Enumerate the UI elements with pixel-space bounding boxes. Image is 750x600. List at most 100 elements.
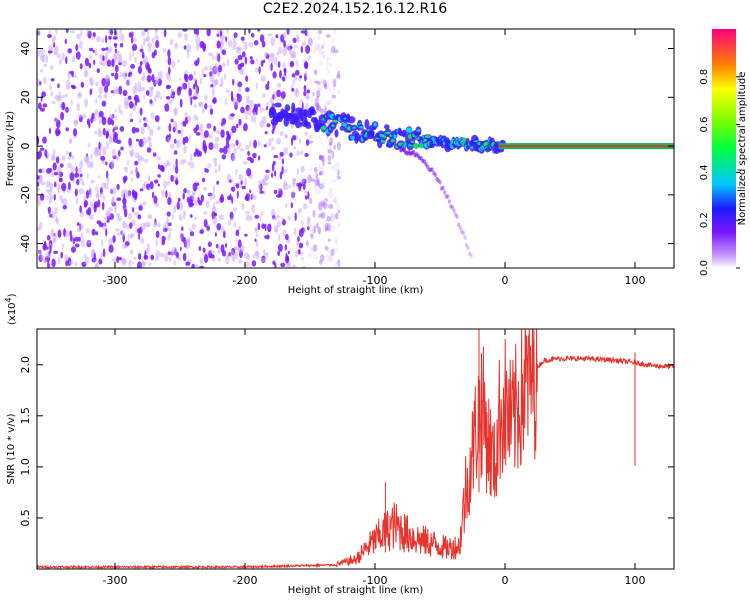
noise-speck bbox=[240, 36, 245, 41]
noise-speck bbox=[47, 50, 53, 54]
noise-speck bbox=[225, 142, 230, 149]
noise-speck bbox=[267, 33, 273, 37]
signal-core bbox=[408, 144, 413, 147]
noise-speck bbox=[150, 254, 155, 261]
noise-speck bbox=[53, 193, 56, 201]
noise-speck bbox=[155, 40, 160, 49]
noise-speck bbox=[157, 222, 161, 228]
noise-speck bbox=[212, 55, 215, 61]
noise-speck bbox=[294, 212, 297, 221]
noise-speck bbox=[232, 37, 236, 43]
noise-speck bbox=[101, 201, 105, 211]
noise-speck bbox=[225, 243, 228, 248]
noise-speck bbox=[39, 69, 44, 73]
noise-speck bbox=[332, 45, 337, 51]
noise-speck bbox=[214, 142, 219, 149]
noise-speck bbox=[55, 156, 60, 164]
noise-speck bbox=[228, 134, 231, 141]
noise-speck bbox=[206, 29, 211, 37]
noise-speck bbox=[213, 157, 216, 163]
y-tick-label: 0 bbox=[19, 143, 32, 150]
noise-speck bbox=[117, 150, 121, 157]
noise-speck bbox=[51, 258, 56, 268]
y-multiplier-label: (x104) bbox=[4, 293, 18, 325]
branch-blob bbox=[455, 214, 459, 220]
branch-blob bbox=[440, 186, 444, 191]
noise-speck bbox=[319, 155, 325, 159]
noise-speck bbox=[305, 44, 311, 54]
noise-speck bbox=[173, 205, 177, 214]
noise-speck bbox=[308, 167, 312, 172]
noise-speck bbox=[179, 98, 183, 108]
noise-speck bbox=[177, 32, 183, 38]
noise-speck bbox=[303, 190, 309, 194]
noise-speck bbox=[93, 59, 96, 65]
noise-speck bbox=[138, 118, 142, 124]
noise-speck bbox=[163, 29, 167, 38]
noise-speck bbox=[315, 102, 320, 111]
noise-speck bbox=[87, 142, 91, 148]
noise-speck bbox=[159, 96, 163, 100]
noise-speck bbox=[249, 215, 253, 222]
noise-speck bbox=[103, 93, 108, 99]
signal-blob bbox=[368, 129, 375, 138]
noise-speck bbox=[194, 79, 198, 88]
noise-speck bbox=[328, 148, 332, 156]
noise-speck bbox=[100, 182, 107, 188]
noise-speck bbox=[205, 200, 210, 208]
noise-speck bbox=[170, 118, 174, 123]
colorbar-tick-label: 0.6 bbox=[699, 117, 710, 133]
noise-speck bbox=[188, 87, 192, 97]
noise-speck bbox=[67, 162, 72, 169]
noise-speck bbox=[154, 29, 158, 32]
noise-speck bbox=[38, 168, 43, 174]
noise-speck bbox=[329, 213, 335, 218]
noise-speck bbox=[154, 95, 157, 102]
noise-speck bbox=[83, 196, 88, 202]
noise-speck bbox=[65, 29, 69, 34]
noise-speck bbox=[278, 46, 283, 54]
noise-speck bbox=[318, 227, 321, 237]
noise-speck bbox=[80, 29, 83, 37]
noise-speck bbox=[291, 190, 295, 199]
noise-speck bbox=[139, 107, 143, 116]
noise-speck bbox=[118, 104, 121, 113]
noise-speck bbox=[330, 204, 334, 210]
noise-speck bbox=[171, 91, 176, 96]
noise-speck bbox=[187, 81, 190, 90]
noise-speck bbox=[214, 137, 220, 142]
noise-speck bbox=[213, 202, 216, 211]
noise-speck bbox=[190, 214, 193, 218]
noise-speck bbox=[304, 131, 308, 137]
signal-core bbox=[384, 131, 392, 134]
noise-speck bbox=[303, 203, 308, 210]
noise-speck bbox=[183, 145, 187, 155]
noise-speck bbox=[39, 48, 45, 54]
noise-speck bbox=[115, 29, 118, 33]
noise-speck bbox=[227, 219, 232, 226]
noise-speck bbox=[200, 194, 205, 202]
noise-speck bbox=[91, 228, 96, 236]
noise-speck bbox=[316, 29, 322, 36]
snr-frame bbox=[36, 328, 675, 570]
noise-speck bbox=[70, 84, 75, 88]
branch-blob bbox=[435, 176, 439, 181]
noise-speck bbox=[81, 182, 86, 187]
noise-speck bbox=[295, 89, 298, 94]
noise-speck bbox=[103, 195, 106, 202]
x-tick-label: -100 bbox=[363, 274, 388, 287]
noise-speck bbox=[109, 135, 112, 145]
noise-speck bbox=[240, 106, 245, 114]
noise-speck bbox=[123, 175, 128, 182]
noise-speck bbox=[161, 189, 165, 198]
noise-speck bbox=[237, 81, 243, 88]
noise-speck bbox=[86, 239, 92, 245]
noise-speck bbox=[61, 102, 66, 111]
noise-speck bbox=[322, 54, 326, 61]
noise-speck bbox=[276, 215, 281, 219]
noise-speck bbox=[42, 103, 48, 108]
noise-speck bbox=[299, 138, 302, 144]
y-axis-label: SNR (10 * v/v) bbox=[6, 413, 17, 484]
noise-speck bbox=[108, 207, 113, 212]
noise-speck bbox=[237, 145, 241, 150]
